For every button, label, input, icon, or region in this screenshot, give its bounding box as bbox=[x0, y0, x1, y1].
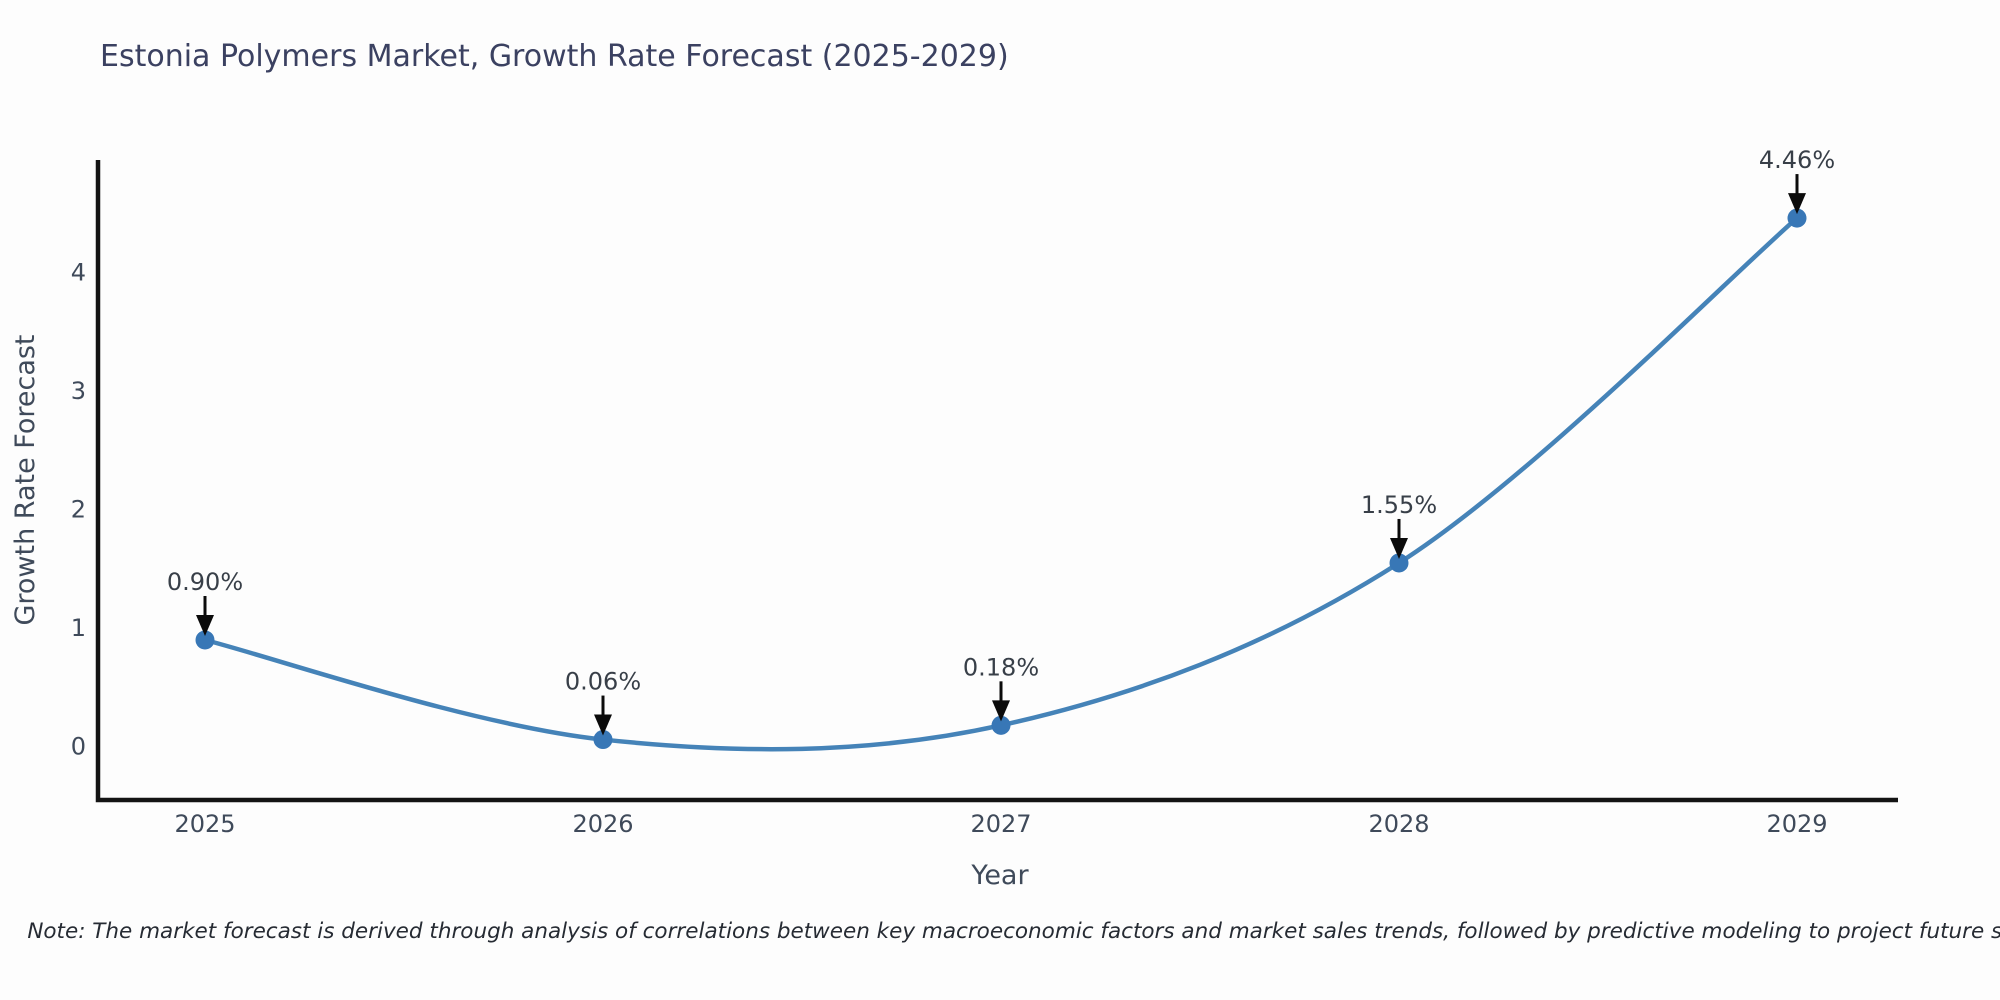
y-tick-label: 4 bbox=[71, 259, 86, 287]
data-point-label: 0.06% bbox=[565, 668, 641, 696]
annotation-arrow-head bbox=[594, 714, 612, 736]
y-tick-label: 1 bbox=[71, 614, 86, 642]
data-point-marker bbox=[1389, 553, 1409, 573]
y-tick-label: 0 bbox=[71, 733, 86, 761]
data-point-label: 1.55% bbox=[1361, 491, 1437, 519]
data-point-marker bbox=[1787, 208, 1807, 228]
x-tick-label: 2027 bbox=[970, 810, 1031, 838]
annotation-arrow-head bbox=[196, 615, 214, 636]
axis-spines bbox=[95, 160, 1898, 803]
data-point-label: 4.46% bbox=[1759, 146, 1835, 174]
x-tick-label: 2026 bbox=[572, 810, 633, 838]
x-tick-label: 2028 bbox=[1368, 810, 1429, 838]
annotation-arrow-head bbox=[1788, 193, 1806, 215]
x-tick-label: 2029 bbox=[1766, 810, 1827, 838]
annotation-arrow-head bbox=[1390, 537, 1408, 559]
data-point-marker bbox=[195, 630, 215, 650]
x-axis-title: Year bbox=[970, 860, 1029, 891]
forecast-line bbox=[202, 215, 1800, 752]
data-point-marker bbox=[991, 715, 1011, 735]
y-tick-label: 2 bbox=[71, 496, 86, 524]
footnote: Note: The market forecast is derived thr… bbox=[27, 919, 2000, 944]
x-tick-label: 2025 bbox=[174, 810, 235, 838]
data-point-label: 0.90% bbox=[167, 568, 243, 596]
annotation-arrow-head bbox=[992, 700, 1010, 722]
chart-title: Estonia Polymers Market, Growth Rate For… bbox=[100, 39, 1009, 74]
y-axis-title: Growth Rate Forecast bbox=[10, 334, 41, 625]
y-tick-label: 3 bbox=[71, 377, 86, 405]
plot-area: 0 1 2 3 4 2025 2026 2027 2028 2029 0.90% 0.06% 0.18%… bbox=[71, 146, 1898, 838]
data-point-marker bbox=[593, 730, 613, 750]
data-point-label: 0.18% bbox=[963, 653, 1039, 681]
